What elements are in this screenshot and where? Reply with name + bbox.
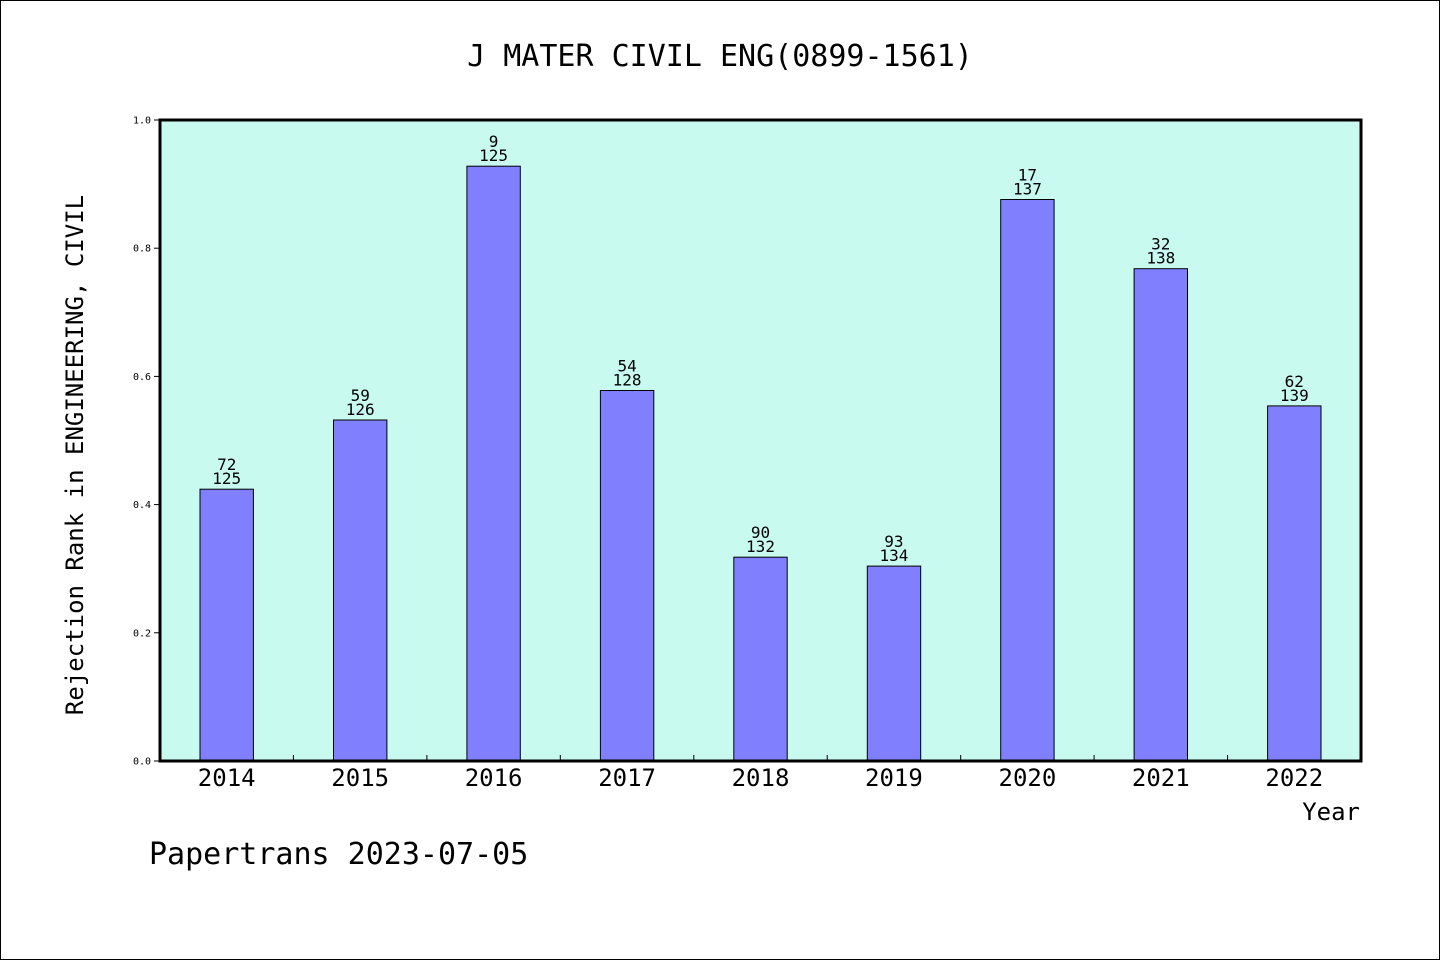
bar-2016 — [466, 165, 521, 762]
bar-label-total: 134 — [879, 546, 908, 565]
bar-2015 — [333, 419, 388, 762]
bar-2022 — [1267, 405, 1322, 762]
bar-2017 — [599, 390, 655, 762]
x-axis: 2014 2015 2016 2017 2018 2019 2020 2021 2022 — [198, 755, 1323, 792]
x-tick-label: 2015 — [331, 764, 389, 792]
x-tick-label: 2017 — [598, 764, 656, 792]
bar-label-rank: 62 — [1285, 372, 1304, 391]
bar-label-rank: 32 — [1151, 235, 1170, 254]
bar-2020 — [1000, 199, 1055, 762]
y-tick-label: 0.8 — [133, 244, 151, 255]
chart-title: J MATER CIVIL ENG(0899-1561) — [467, 39, 973, 74]
x-tick-label: 2016 — [465, 764, 523, 792]
bars-layer — [199, 165, 1322, 762]
bar-label-total: 125 — [212, 469, 241, 488]
bar-2018 — [733, 556, 788, 762]
x-axis-label: Year — [1302, 798, 1360, 826]
y-tick-label: 0.4 — [133, 500, 151, 511]
bar-2019 — [866, 565, 922, 762]
bar-label-rank: 59 — [351, 386, 370, 405]
bar-label-total: 138 — [1146, 249, 1175, 268]
bar-label-rank: 93 — [884, 532, 903, 551]
y-tick-label: 0.0 — [133, 757, 151, 768]
x-tick-label: 2018 — [732, 764, 790, 792]
x-tick-label: 2022 — [1265, 764, 1323, 792]
bar-label-rank: 17 — [1018, 166, 1037, 185]
y-tick-label: 0.6 — [133, 372, 151, 383]
plot-border — [158, 118, 1363, 763]
bar-label-total: 126 — [346, 400, 375, 419]
x-tick-label: 2014 — [198, 764, 256, 792]
x-tick-label: 2020 — [999, 764, 1057, 792]
y-tick-label: 1.0 — [133, 116, 151, 127]
y-axis: 0.0 0.2 0.4 0.6 0.8 1.0 — [133, 116, 160, 768]
bar-label-total: 139 — [1280, 386, 1309, 405]
bar-label-total: 132 — [746, 537, 775, 556]
x-tick-label: 2019 — [865, 764, 923, 792]
y-tick-label: 0.2 — [133, 628, 151, 639]
footer-text: Papertrans 2023-07-05 — [149, 837, 528, 872]
bar-label-total: 137 — [1013, 180, 1042, 199]
bar-label-rank: 90 — [751, 523, 770, 542]
bar-2014 — [199, 488, 254, 762]
bar-label-rank: 72 — [217, 455, 236, 474]
bar-label-rank: 54 — [617, 357, 636, 376]
x-tick-label: 2021 — [1132, 764, 1190, 792]
bar-label-total: 128 — [613, 371, 642, 390]
bar-label-rank: 9 — [489, 132, 499, 151]
bar-label-total: 125 — [479, 146, 508, 165]
bar-2021 — [1133, 268, 1188, 762]
y-axis-label: Rejection Rank in ENGINEERING, CIVIL — [61, 195, 89, 715]
